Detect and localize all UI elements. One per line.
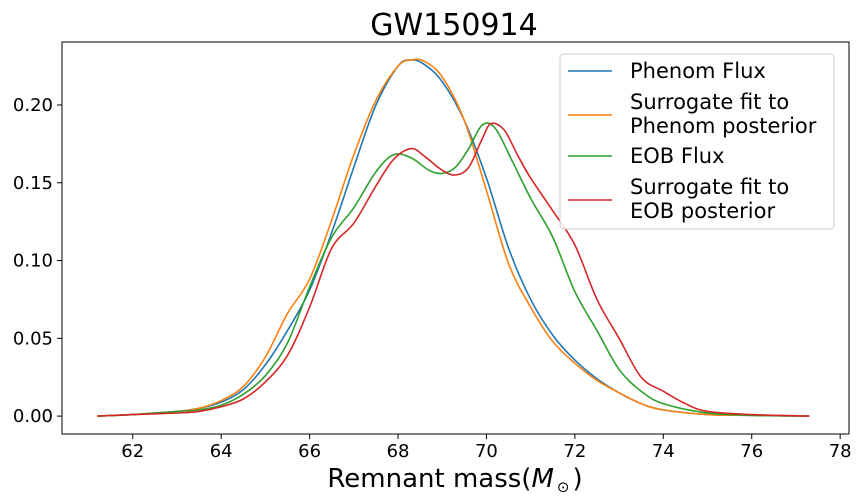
series-line-surrogate-eob [97,122,810,417]
x-axis-label-main: Remnant mass [327,464,521,494]
series-line-eob-flux [97,122,810,417]
legend-label-eob-flux: EOB Flux [630,144,725,168]
x-tick-label: 74 [652,441,675,462]
x-axis-label: Remnant mass(M ⊙) [327,464,582,496]
legend-label-surrogate-eob-line2: EOB posterior [630,199,775,223]
legend: Phenom Flux Surrogate fit to Phenom post… [559,53,835,230]
x-tick-label: 70 [475,441,498,462]
legend-label-surrogate-eob-line1: Surrogate fit to [630,175,789,199]
x-axis-label-sub: ⊙ [557,478,570,496]
y-tick-label: 0.20 [13,95,53,116]
series-line-surrogate-phenom [97,58,810,417]
x-axis-label-m: M [531,464,553,494]
x-axis-label-paren-close: ) [572,464,582,494]
legend-frame [559,53,835,230]
x-axis-label-paren-open: ( [521,464,531,494]
plot-frame [61,41,850,435]
chart-title: GW150914 [370,8,537,43]
y-tick-label: 0.10 [13,251,53,272]
y-tick-label: 0.00 [13,406,53,427]
x-tick-label: 62 [121,441,144,462]
y-tick-label: 0.05 [13,328,53,349]
x-tick-label: 78 [829,441,852,462]
x-tick-label: 68 [387,441,410,462]
x-tick-label: 66 [298,441,321,462]
legend-label-surrogate-phenom-line2: Phenom posterior [630,114,817,138]
x-tick-label: 76 [740,441,763,462]
legend-label-surrogate-phenom-line1: Surrogate fit to [630,90,789,114]
x-ticks: 62 64 66 68 70 72 74 76 78 [121,434,852,462]
x-tick-label: 64 [210,441,233,462]
series-layer [97,58,810,417]
y-ticks: 0.00 0.05 0.10 0.15 0.20 [13,95,62,427]
legend-label-phenom-flux: Phenom Flux [630,59,766,83]
y-tick-label: 0.15 [13,173,53,194]
x-tick-label: 72 [563,441,586,462]
